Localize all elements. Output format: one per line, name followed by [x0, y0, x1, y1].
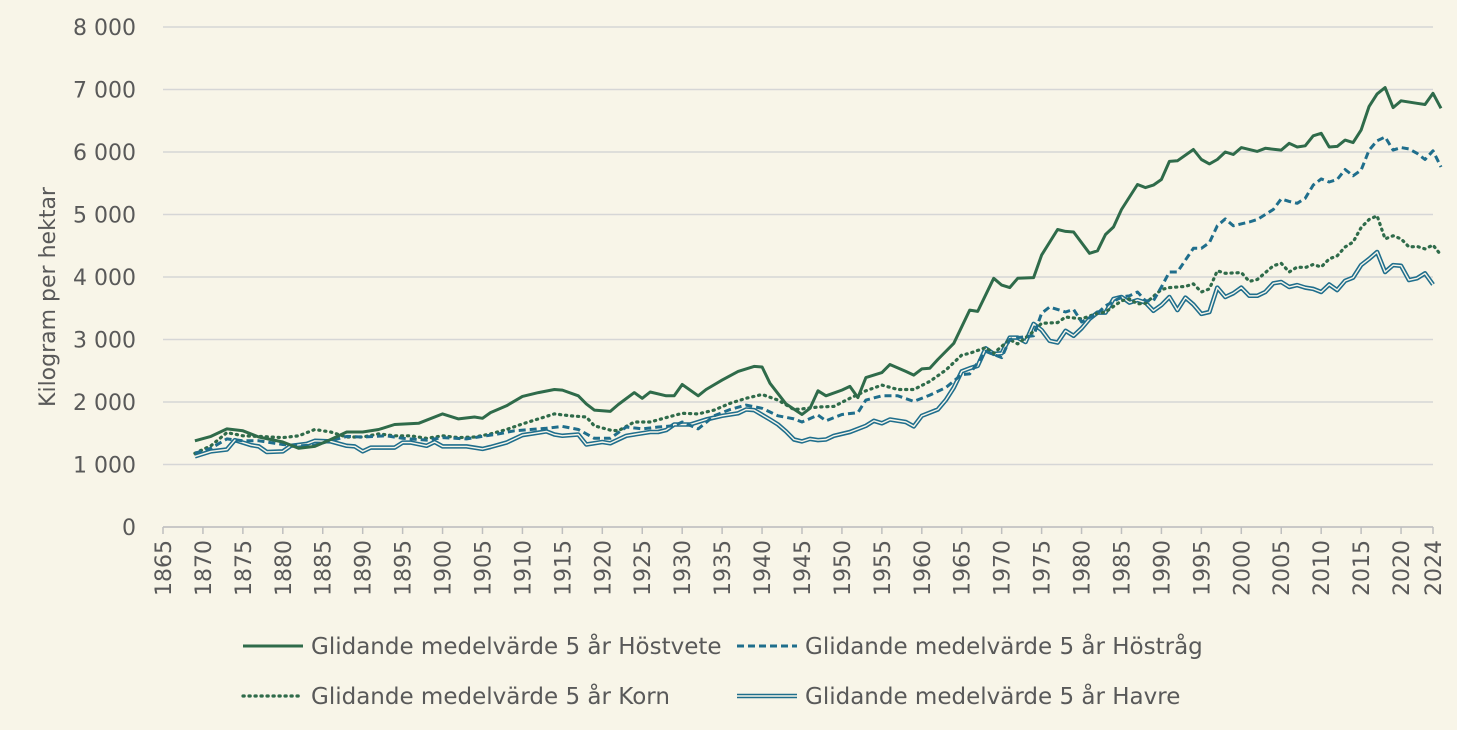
series-line-0	[194, 86, 1443, 450]
y-tick-label: 3 000	[73, 329, 136, 354]
series-line-0-path	[194, 86, 1443, 450]
legend-item-0: Glidande medelvärde 5 år Höstvete	[243, 632, 722, 660]
y-tick-label: 0	[122, 516, 136, 541]
x-tick-label: 1935	[711, 540, 736, 596]
y-axis-label: Kilogram per hektar	[36, 186, 61, 407]
y-tick-label: 8 000	[73, 16, 136, 41]
y-tick-label: 2 000	[73, 391, 136, 416]
x-tick-label: 1940	[751, 540, 776, 596]
y-tick-label: 7 000	[73, 79, 136, 104]
y-tick-label: 4 000	[73, 266, 136, 291]
y-tick-label: 1 000	[73, 454, 136, 479]
x-tick-label: 1900	[432, 540, 457, 596]
series-line-3-outer	[194, 249, 1435, 459]
x-tick-label: 1880	[272, 540, 297, 596]
series-line-2-path	[193, 214, 1443, 455]
legend: Glidande medelvärde 5 år Höstvete Glidand…	[241, 632, 1203, 710]
gridlines	[163, 26, 1433, 528]
series-line-2	[193, 214, 1443, 455]
x-tick-label: 1945	[791, 540, 816, 596]
x-tick-label: 1995	[1190, 540, 1215, 596]
x-tick-label: 1870	[192, 540, 217, 596]
x-tick-label: 1960	[911, 540, 936, 596]
series-line-1	[194, 135, 1443, 455]
x-tick-label: 1910	[511, 540, 536, 596]
x-tick-label: 1925	[631, 540, 656, 596]
x-tick-label: 1955	[871, 540, 896, 596]
x-tick-label: 1985	[1110, 540, 1135, 596]
series-line-3	[194, 249, 1435, 459]
legend-label-3: Glidande medelvärde 5 år Havre	[805, 682, 1180, 710]
legend-item-1: Glidande medelvärde 5 år Höstråg	[737, 632, 1203, 660]
x-tick-label: 2020	[1390, 540, 1415, 596]
x-tick-label: 2000	[1230, 540, 1255, 596]
y-tick-label: 5 000	[73, 204, 136, 229]
series-group	[193, 86, 1443, 459]
x-tick-label: 1915	[551, 540, 576, 596]
y-tick-label: 6 000	[73, 141, 136, 166]
x-tick-label: 2010	[1310, 540, 1335, 596]
axes: 0 1 000 2 000 3 000 4 000 5 000 6 000 7 000 8 00…	[36, 16, 1447, 596]
x-tick-label: 1990	[1150, 540, 1175, 596]
x-tick-label: 1890	[352, 540, 377, 596]
x-tick-label: 1930	[671, 540, 696, 596]
x-tick-label: 1895	[392, 540, 417, 596]
x-tick-label: 1905	[471, 540, 496, 596]
series-line-3-inner	[194, 251, 1434, 458]
legend-label-1: Glidande medelvärde 5 år Höstråg	[805, 632, 1203, 660]
x-tick-label: 2005	[1270, 540, 1295, 596]
x-tick-label: 2024	[1422, 540, 1447, 596]
legend-item-2: Glidande medelvärde 5 år Korn	[241, 682, 670, 710]
legend-label-2: Glidande medelvärde 5 år Korn	[311, 682, 670, 710]
x-tick-label: 1980	[1071, 540, 1096, 596]
x-tick-label: 1875	[232, 540, 257, 596]
series-line-1-path	[194, 135, 1443, 455]
x-tick-label: 1885	[312, 540, 337, 596]
x-tick-label: 1975	[1031, 540, 1056, 596]
x-tick-label: 1920	[591, 540, 616, 596]
legend-label-0: Glidande medelvärde 5 år Höstvete	[311, 632, 722, 660]
x-tick-label: 1865	[152, 540, 177, 596]
x-tick-label: 1950	[831, 540, 856, 596]
legend-item-3: Glidande medelvärde 5 år Havre	[737, 682, 1180, 710]
x-tick-label: 2015	[1350, 540, 1375, 596]
x-tick-label: 1965	[951, 540, 976, 596]
x-tick-label: 1970	[991, 540, 1016, 596]
